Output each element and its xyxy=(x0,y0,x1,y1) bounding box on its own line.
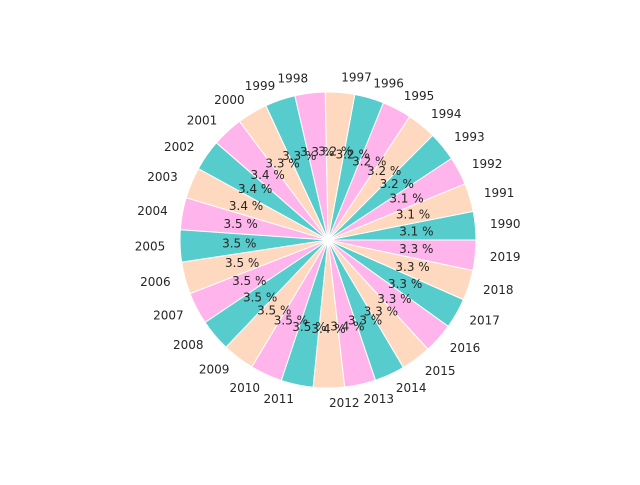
category-label-2010: 2010 xyxy=(230,381,261,395)
percentage-label-2019: 3.3 % xyxy=(399,242,433,256)
percentage-label-2004: 3.5 % xyxy=(223,217,257,231)
percentage-labels: 3.1 %3.1 %3.1 %3.2 %3.2 %3.2 %3.2 %3.2 %… xyxy=(222,145,433,336)
percentage-label-2003: 3.4 % xyxy=(229,199,263,213)
category-label-1997: 1997 xyxy=(341,71,372,85)
percentage-label-2012: 3.4 % xyxy=(311,322,345,336)
percentage-label-1991: 3.1 % xyxy=(396,207,430,221)
percentage-label-2011: 3.5 % xyxy=(292,320,326,334)
percentage-label-1996: 3.2 % xyxy=(336,148,370,162)
percentage-label-2006: 3.5 % xyxy=(225,256,259,270)
percentage-label-2000: 3.3 % xyxy=(265,157,299,171)
pie-slice-2019 xyxy=(327,239,477,272)
category-label-1998: 1998 xyxy=(278,71,309,85)
category-label-2002: 2002 xyxy=(164,140,195,154)
percentage-label-1999: 3.3 % xyxy=(282,149,316,163)
percentage-label-2017: 3.3 % xyxy=(388,277,422,291)
category-label-2019: 2019 xyxy=(490,250,521,264)
category-label-1992: 1992 xyxy=(472,157,503,171)
percentage-label-2010: 3.5 % xyxy=(274,314,308,328)
pie-slices xyxy=(179,91,477,389)
category-label-2016: 2016 xyxy=(450,341,481,355)
category-label-2011: 2011 xyxy=(263,392,294,406)
category-label-2007: 2007 xyxy=(153,308,184,322)
category-label-1995: 1995 xyxy=(404,89,435,103)
category-label-1994: 1994 xyxy=(431,107,462,121)
percentage-label-2005: 3.5 % xyxy=(222,237,256,251)
percentage-label-2008: 3.5 % xyxy=(243,290,277,304)
percentage-label-2018: 3.3 % xyxy=(395,260,429,274)
percentage-label-1992: 3.1 % xyxy=(389,191,423,205)
category-label-2004: 2004 xyxy=(137,204,168,218)
category-label-2017: 2017 xyxy=(469,314,500,328)
percentage-label-2016: 3.3 % xyxy=(377,292,411,306)
percentage-label-1995: 3.2 % xyxy=(352,154,386,168)
percentage-label-1997: 3.2 % xyxy=(318,145,352,159)
category-label-2005: 2005 xyxy=(135,240,166,254)
percentage-label-2014: 3.3 % xyxy=(348,314,382,328)
category-label-2003: 2003 xyxy=(147,170,178,184)
percentage-label-1998: 3.3 % xyxy=(300,145,334,159)
category-label-2006: 2006 xyxy=(140,275,171,289)
category-label-2013: 2013 xyxy=(364,392,395,406)
percentage-label-2007: 3.5 % xyxy=(232,274,266,288)
percentage-label-2009: 3.5 % xyxy=(257,304,291,318)
percentage-label-2015: 3.3 % xyxy=(364,304,398,318)
percentage-label-1990: 3.1 % xyxy=(399,224,433,238)
category-label-1996: 1996 xyxy=(373,77,404,91)
percentage-label-2002: 3.4 % xyxy=(238,182,272,196)
percentage-label-1994: 3.2 % xyxy=(367,164,401,178)
category-label-2001: 2001 xyxy=(187,114,218,128)
category-label-2009: 2009 xyxy=(199,363,230,377)
category-label-1993: 1993 xyxy=(454,130,485,144)
percentage-label-1993: 3.2 % xyxy=(380,177,414,191)
category-label-1990: 1990 xyxy=(490,217,521,231)
percentage-label-2001: 3.4 % xyxy=(250,168,284,182)
category-label-2000: 2000 xyxy=(214,93,245,107)
category-label-2008: 2008 xyxy=(173,338,204,352)
category-label-2014: 2014 xyxy=(396,381,427,395)
category-label-2018: 2018 xyxy=(483,283,514,297)
category-label-1999: 1999 xyxy=(245,79,276,93)
percentage-label-2013: 3.4 % xyxy=(330,320,364,334)
category-label-2015: 2015 xyxy=(425,364,456,378)
category-label-1991: 1991 xyxy=(484,186,515,200)
category-label-2012: 2012 xyxy=(329,396,360,410)
